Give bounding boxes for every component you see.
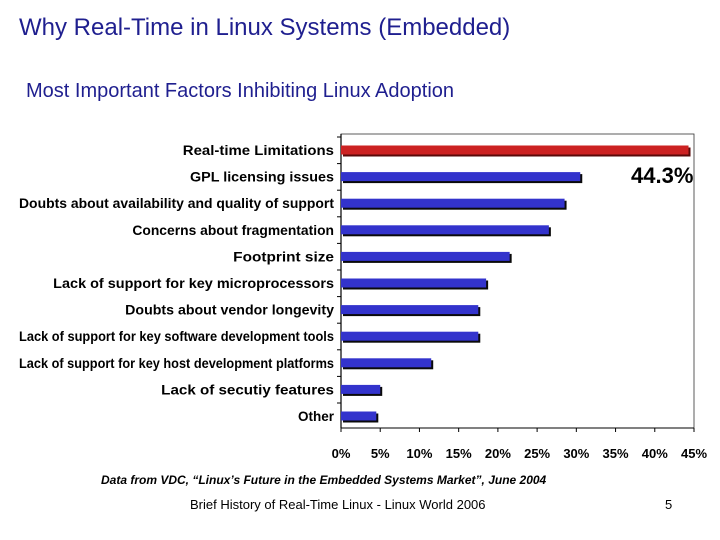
x-tick-label: 25% xyxy=(524,446,550,461)
category-label: Other xyxy=(298,409,335,424)
bar-chart: Real-time Limitations GPL licensing issue… xyxy=(19,133,707,461)
slide-subtitle: Most Important Factors Inhibiting Linux … xyxy=(26,80,455,102)
x-tick-label: 45% xyxy=(681,446,707,461)
page-number: 5 xyxy=(665,497,673,512)
x-tick-label: 20% xyxy=(485,446,511,461)
x-tick-label: 40% xyxy=(642,446,668,461)
bar xyxy=(341,225,549,235)
x-tick-label: 15% xyxy=(446,446,472,461)
category-label: GPL licensing issues xyxy=(190,170,334,185)
value-annotation: 44.3% xyxy=(631,163,693,188)
category-label: Doubts about vendor longevity xyxy=(125,303,334,318)
bar xyxy=(341,305,479,315)
slide-footer: Brief History of Real-Time Linux - Linux… xyxy=(190,497,486,512)
x-tick-label: 0% xyxy=(332,446,351,461)
category-label: Concerns about fragmentation xyxy=(132,223,334,238)
bar xyxy=(341,411,377,421)
bar xyxy=(341,251,510,261)
bar xyxy=(341,198,565,208)
category-label: Doubts about availability and quality of… xyxy=(19,196,335,211)
bar xyxy=(341,331,479,341)
category-label: Footprint size xyxy=(233,249,334,264)
source-caption: Data from VDC, “Linux’s Future in the Em… xyxy=(101,473,547,487)
x-tick-label: 10% xyxy=(406,446,432,461)
slide-title: Why Real-Time in Linux Systems (Embedded… xyxy=(19,14,511,41)
x-tick-label: 30% xyxy=(563,446,589,461)
bar xyxy=(341,278,487,288)
bar xyxy=(341,145,689,155)
bar xyxy=(341,358,432,368)
category-label: Lack of support for key host development… xyxy=(19,356,334,371)
x-tick-label: 35% xyxy=(603,446,629,461)
category-label: Lack of support for key software develop… xyxy=(19,329,334,344)
x-tick-label: 5% xyxy=(371,446,390,461)
category-label: Lack of support for key microprocessors xyxy=(53,276,334,291)
bar xyxy=(341,384,381,394)
category-label: Lack of secutiy features xyxy=(161,382,334,397)
category-label: Real-time Limitations xyxy=(183,143,334,158)
bar xyxy=(341,172,581,182)
